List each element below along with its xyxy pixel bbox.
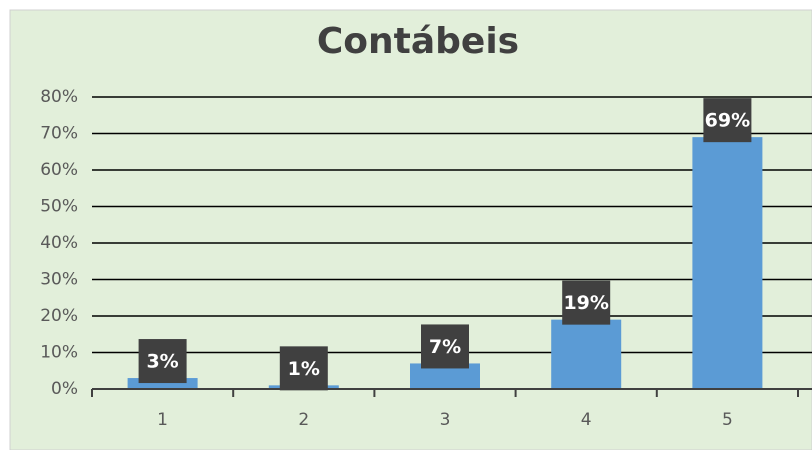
bar — [692, 137, 763, 389]
y-tick-label: 80% — [40, 87, 78, 107]
value-label: 69% — [705, 110, 750, 132]
bar — [127, 378, 198, 389]
x-tick-label: 4 — [581, 410, 592, 430]
value-label-box — [421, 324, 469, 369]
value-label-box — [562, 280, 611, 325]
y-tick-label: 10% — [40, 343, 78, 363]
value-label: 1% — [288, 358, 320, 380]
value-label-box — [279, 346, 328, 391]
value-label-box — [138, 339, 187, 384]
chart-title: Contábeis — [317, 21, 519, 62]
x-tick-label: 1 — [157, 410, 168, 430]
bar — [551, 319, 622, 389]
y-tick-label: 20% — [40, 306, 78, 326]
y-tick-label: 30% — [40, 270, 78, 290]
x-tick-label: 5 — [722, 410, 733, 430]
y-tick-label: 50% — [40, 197, 78, 217]
y-tick-label: 60% — [40, 160, 78, 180]
y-tick-label: 70% — [40, 124, 78, 144]
value-label: 3% — [146, 351, 178, 373]
value-label: 19% — [563, 292, 608, 314]
value-label-box — [703, 98, 752, 143]
y-tick-label: 0% — [51, 379, 78, 399]
value-label: 7% — [429, 336, 461, 358]
y-tick-label: 40% — [40, 233, 78, 253]
x-tick-label: 2 — [298, 410, 309, 430]
x-tick-label: 3 — [440, 410, 451, 430]
